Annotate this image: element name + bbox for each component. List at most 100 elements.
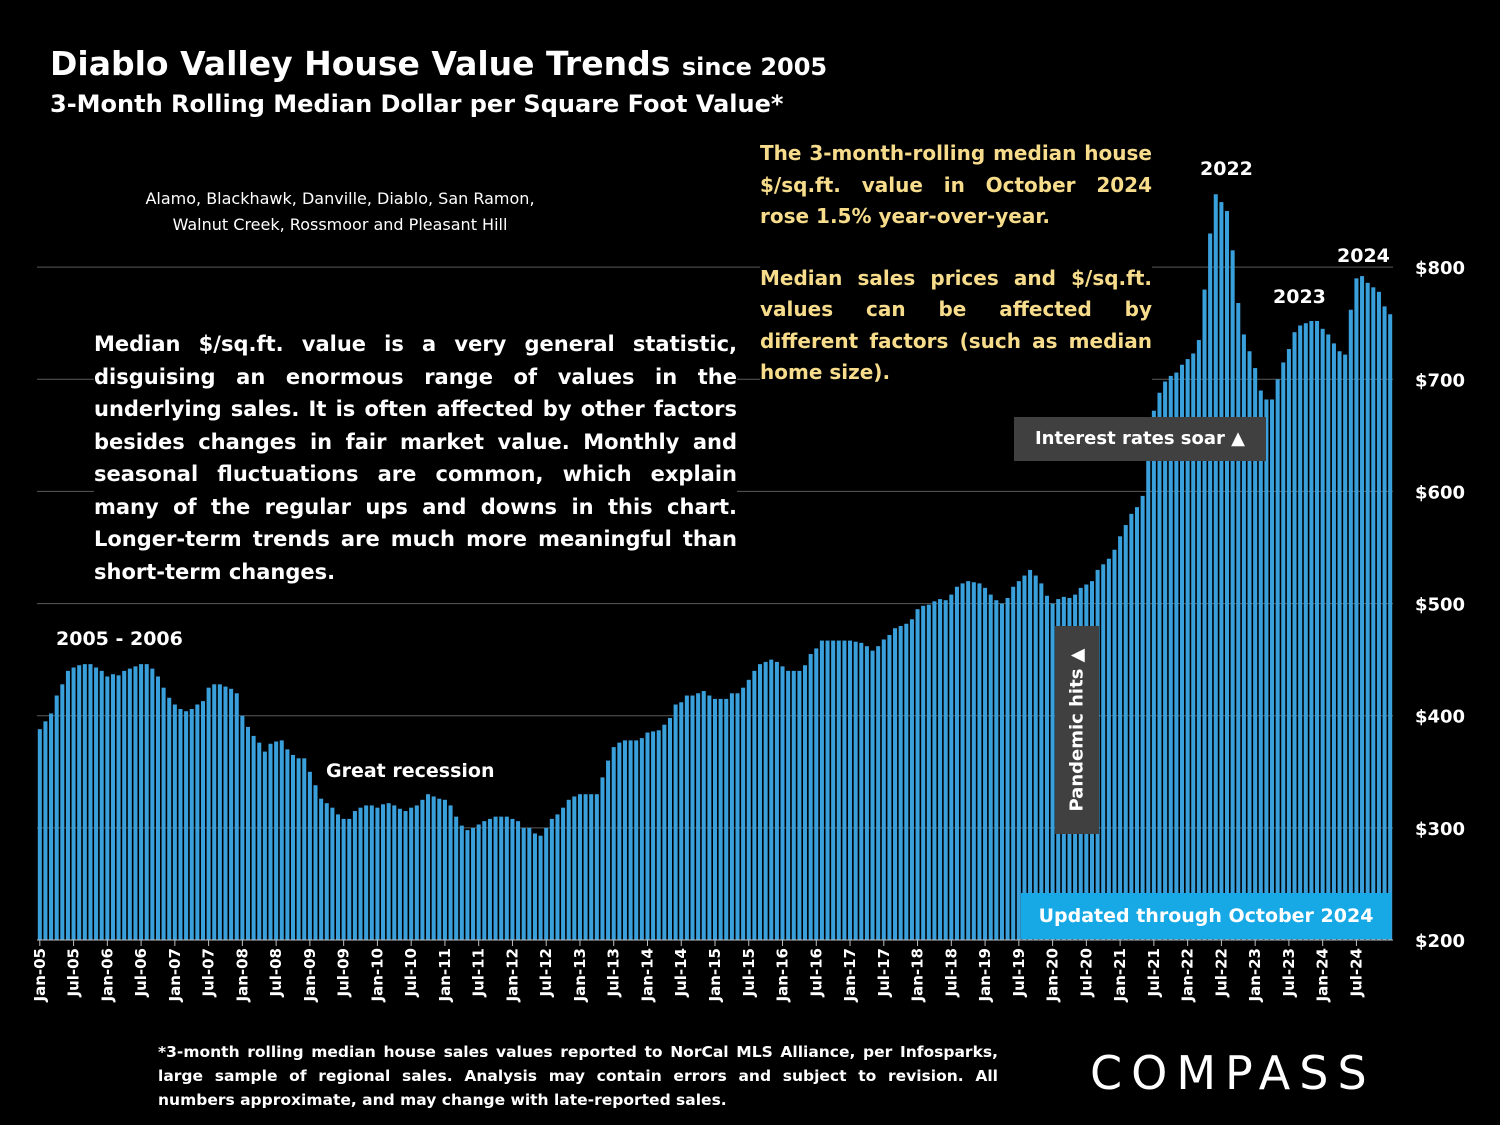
bar [240, 715, 245, 940]
x-tick-label: Jan-06 [98, 948, 116, 1002]
bar [307, 771, 312, 940]
bar [870, 650, 875, 940]
bar [746, 679, 751, 940]
bar [167, 697, 172, 940]
bar [718, 698, 723, 940]
source-footnote: *3-month rolling median house sales valu… [158, 1043, 998, 1109]
bar [262, 751, 267, 940]
y-axis-tick-labels: $200 $300 $400 $500 $600 $700 $800 [1415, 258, 1465, 952]
bar [65, 670, 70, 940]
pandemic-callout-label: Pandemic hits ▲ [1066, 648, 1088, 812]
bar [1354, 278, 1359, 940]
bar [814, 648, 819, 940]
bar [921, 605, 926, 940]
median-disclaimer-note: Median $/sq.ft. value is a very general … [94, 328, 737, 588]
bar [572, 796, 577, 940]
bar [904, 623, 909, 940]
bar [1050, 603, 1055, 940]
bar [864, 646, 869, 940]
y-tick-label: $600 [1415, 482, 1465, 503]
bar [133, 666, 138, 940]
bar [1129, 513, 1134, 940]
chart-title: Diablo Valley House Value Trends since 2… [50, 44, 828, 83]
bar [1286, 349, 1291, 940]
bar [257, 742, 262, 940]
x-tick-label: Jul-09 [335, 948, 353, 998]
bar [774, 661, 779, 940]
bar [577, 794, 582, 940]
bar [684, 695, 689, 940]
bar [381, 804, 386, 940]
pandemic-callout: Pandemic hits ▲ [1055, 626, 1099, 834]
bar [1118, 536, 1123, 940]
bar [392, 805, 397, 940]
bar [887, 634, 892, 940]
bar [71, 667, 76, 940]
bar [752, 670, 757, 940]
bar [245, 726, 251, 940]
bar [200, 701, 205, 940]
bar [369, 805, 374, 940]
bar [1258, 390, 1263, 940]
bar [696, 693, 701, 940]
bar [155, 676, 160, 940]
bar [1016, 581, 1021, 940]
bar [1303, 323, 1308, 941]
x-tick-label: Jul-20 [1077, 948, 1095, 998]
bar [797, 670, 802, 940]
bar [291, 754, 296, 940]
bar [352, 811, 357, 940]
bar [251, 735, 256, 940]
bar [465, 830, 470, 940]
bar [37, 729, 42, 940]
bar [1388, 314, 1393, 940]
bar [43, 721, 48, 940]
x-axis [37, 939, 1393, 946]
bar [634, 740, 639, 940]
bar [758, 664, 763, 940]
bar [988, 594, 993, 940]
bar [1168, 375, 1173, 940]
bar [909, 619, 914, 940]
bar [938, 599, 943, 940]
x-tick-label: Jan-21 [1111, 948, 1129, 1002]
bar [127, 668, 132, 940]
x-tick-label: Jan-22 [1179, 948, 1197, 1002]
highlight-note: The 3-month-rolling median house $/sq.ft… [760, 138, 1152, 389]
bar [1230, 250, 1235, 940]
x-tick-label: Jan-18 [909, 948, 927, 1002]
bar [803, 665, 808, 940]
bar [1275, 379, 1280, 940]
x-tick-label: Jul-16 [807, 948, 825, 998]
x-tick-label: Jan-08 [233, 948, 251, 1002]
region-caption: Alamo, Blackhawk, Danville, Diablo, San … [110, 186, 570, 238]
bar [122, 670, 127, 940]
x-tick-label: Jan-16 [774, 948, 792, 1002]
bar [437, 798, 442, 940]
bar [426, 794, 431, 940]
bar [347, 818, 352, 940]
bar [831, 640, 836, 940]
x-tick-label: Jan-11 [436, 948, 454, 1002]
bar [94, 667, 99, 940]
y-tick-label: $200 [1415, 931, 1465, 952]
bar [195, 704, 200, 940]
x-tick-label: Jul-22 [1212, 948, 1230, 998]
bar [409, 807, 414, 940]
x-tick-label: Jul-05 [65, 948, 83, 998]
bar [701, 691, 706, 940]
bar [741, 687, 746, 940]
bar [516, 821, 521, 940]
bar [1022, 575, 1027, 940]
bar [386, 803, 391, 940]
bar [82, 664, 87, 940]
bar [178, 708, 183, 940]
bar [859, 642, 864, 940]
bar [319, 798, 324, 940]
bar [1281, 362, 1286, 941]
bar [229, 688, 234, 940]
x-axis-tick-labels: Jan-05 Jul-05 Jan-06 Jul-06 Jan-07 Jul-07 Jan-… [31, 948, 1366, 1002]
x-tick-label: Jan-20 [1044, 948, 1062, 1002]
bar [54, 695, 59, 940]
